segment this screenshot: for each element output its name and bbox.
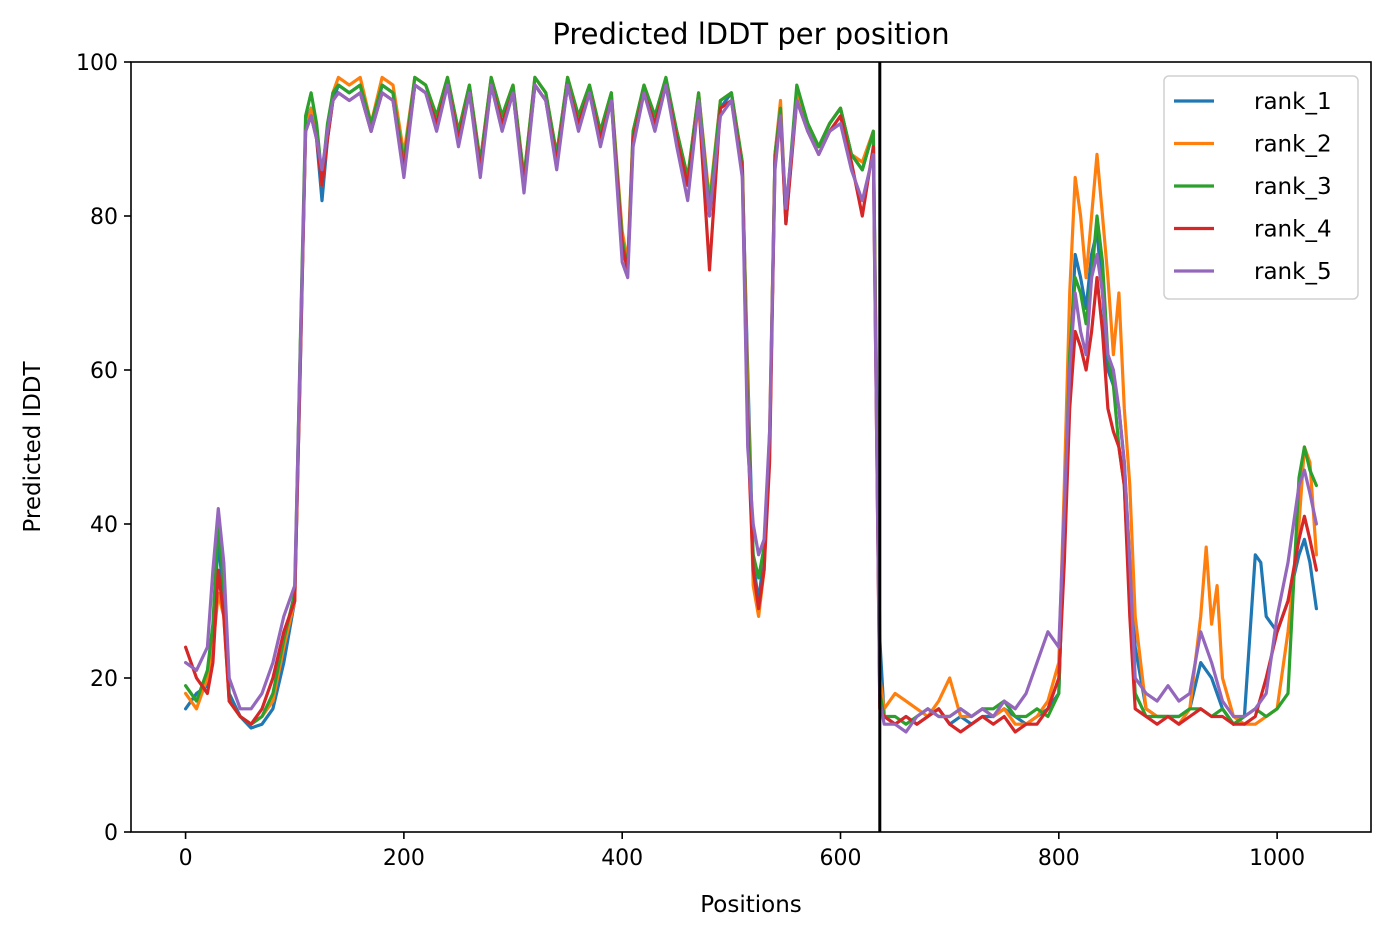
legend-label-rank_5: rank_5	[1254, 259, 1332, 285]
y-axis-label: Predicted lDDT	[20, 360, 46, 532]
y-tick-label: 40	[90, 513, 118, 538]
plot-frame	[130, 61, 1372, 833]
y-tick-label: 100	[76, 51, 118, 76]
series-line-rank_4	[184, 83, 1319, 734]
x-tick-label: 800	[1038, 846, 1080, 871]
x-tick-label: 600	[820, 846, 862, 871]
series-line-rank_5	[184, 83, 1319, 734]
legend-label-rank_2: rank_2	[1254, 132, 1332, 158]
y-tick-label: 0	[104, 821, 118, 846]
y-axis: 0 20 40 60 80 100	[76, 51, 131, 846]
x-tick-label: 1000	[1249, 846, 1305, 871]
x-tick-label: 200	[383, 846, 425, 871]
x-axis: 0 200 400 600 800 1000	[179, 832, 1305, 871]
y-tick-label: 60	[90, 359, 118, 384]
series-lines	[184, 75, 1319, 734]
x-tick-label: 400	[601, 846, 643, 871]
x-axis-label: Positions	[700, 892, 802, 918]
chart-title: Predicted lDDT per position	[552, 17, 949, 51]
series-line-rank_1	[184, 83, 1319, 730]
legend-box	[1163, 75, 1359, 300]
y-tick-label: 20	[90, 667, 118, 692]
legend-label-rank_3: rank_3	[1254, 174, 1332, 200]
series-line-rank_3	[184, 75, 1319, 726]
y-tick-label: 80	[90, 205, 118, 230]
legend: rank_1 rank_2 rank_3 rank_4 rank_5	[1163, 75, 1359, 300]
x-tick-label: 0	[179, 846, 193, 871]
legend-label-rank_1: rank_1	[1254, 89, 1332, 115]
series-line-rank_2	[184, 75, 1319, 726]
legend-label-rank_4: rank_4	[1254, 217, 1332, 243]
